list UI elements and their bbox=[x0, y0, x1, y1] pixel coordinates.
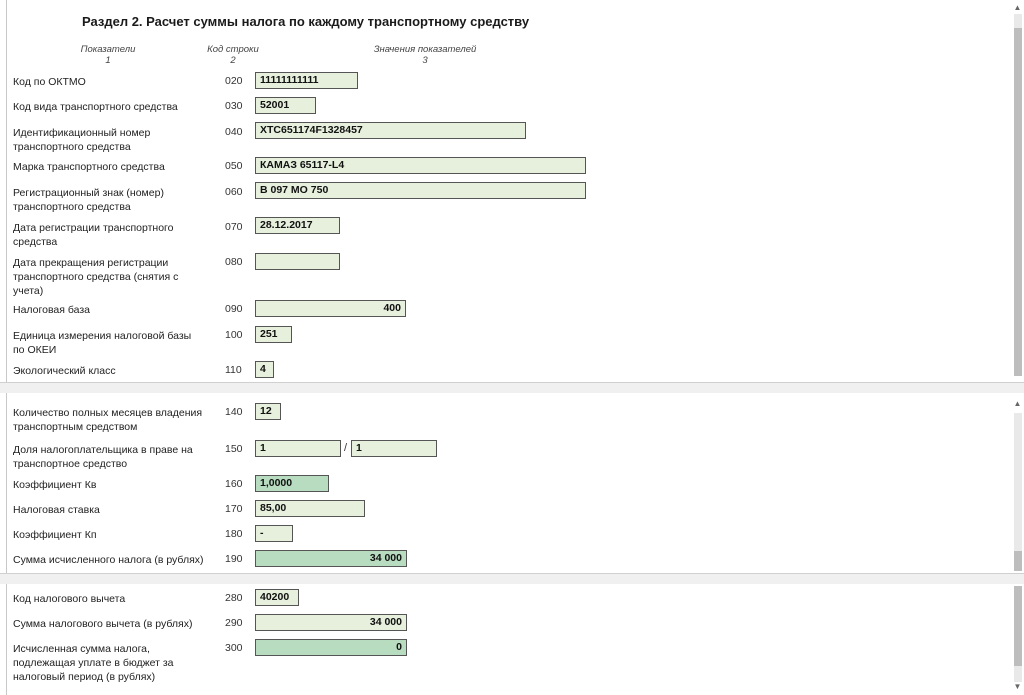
eco-class-field[interactable]: 4 bbox=[255, 361, 274, 378]
coefficient-kv-field[interactable]: 1,0000 bbox=[255, 475, 329, 492]
form-panel-2: Количество полных месяцев владения транс… bbox=[0, 393, 1024, 573]
ownership-share-denominator-field[interactable]: 1 bbox=[351, 440, 437, 457]
label-tax-base: Налоговая база bbox=[13, 304, 90, 316]
label-tax-base-unit: Единица измерения налоговой базы по ОКЕИ bbox=[13, 330, 192, 356]
vin-field[interactable]: XTC651174F1328457 bbox=[255, 122, 526, 139]
code-100: 100 bbox=[225, 329, 243, 341]
scrollbar-2[interactable] bbox=[1014, 413, 1022, 571]
label-tax-rate: Налоговая ставка bbox=[13, 504, 100, 516]
label-ownership-share: Доля налогоплательщика в праве на трансп… bbox=[13, 444, 193, 470]
label-months-owned: Количество полных месяцев владения транс… bbox=[13, 407, 203, 433]
coefficient-kp-field[interactable]: - bbox=[255, 525, 293, 542]
months-owned-field[interactable]: 12 bbox=[255, 403, 281, 420]
col-header-values: Значения показателей 3 bbox=[373, 44, 477, 66]
share-separator: / bbox=[344, 442, 348, 454]
code-160: 160 bbox=[225, 478, 243, 490]
code-070: 070 bbox=[225, 221, 243, 233]
code-040: 040 bbox=[225, 126, 243, 138]
scrollbar-1-thumb[interactable] bbox=[1014, 28, 1022, 376]
tax-payable-field[interactable]: 0 bbox=[255, 639, 407, 656]
code-150: 150 bbox=[225, 443, 243, 455]
label-deduction-code: Код налогового вычета bbox=[13, 593, 126, 605]
scrollbar-1[interactable] bbox=[1014, 14, 1022, 376]
ownership-share-numerator-field[interactable]: 1 bbox=[255, 440, 341, 457]
calculated-tax-field[interactable]: 34 000 bbox=[255, 550, 407, 567]
deduction-code-field[interactable]: 40200 bbox=[255, 589, 299, 606]
code-140: 140 bbox=[225, 406, 243, 418]
deduction-amount-field[interactable]: 34 000 bbox=[255, 614, 407, 631]
code-170: 170 bbox=[225, 503, 243, 515]
label-coefficient-kp: Коэффициент Кп bbox=[13, 529, 97, 541]
scrollbar-3-thumb[interactable] bbox=[1014, 586, 1022, 666]
scroll-up-arrow-icon[interactable]: ▲ bbox=[1013, 399, 1022, 408]
panel-border bbox=[6, 584, 7, 695]
code-300: 300 bbox=[225, 642, 243, 654]
code-280: 280 bbox=[225, 592, 243, 604]
code-060: 060 bbox=[225, 186, 243, 198]
vehicle-brand-field[interactable]: КАМАЗ 65117-L4 bbox=[255, 157, 586, 174]
col-header-line-code: Код строки 2 bbox=[207, 44, 259, 66]
label-vin: Идентификационный номер транспортного ср… bbox=[13, 127, 151, 153]
label-vehicle-type-code: Код вида транспортного средства bbox=[13, 101, 178, 113]
code-050: 050 bbox=[225, 160, 243, 172]
label-registration-plate: Регистрационный знак (номер) транспортно… bbox=[13, 187, 164, 213]
code-080: 080 bbox=[225, 256, 243, 268]
label-coefficient-kv: Коэффициент Кв bbox=[13, 479, 97, 491]
col-header-indicators: Показатели 1 bbox=[80, 44, 136, 66]
code-190: 190 bbox=[225, 553, 243, 565]
code-030: 030 bbox=[225, 100, 243, 112]
panel-border bbox=[6, 0, 7, 382]
label-calculated-tax: Сумма исчисленного налога (в рублях) bbox=[13, 554, 204, 566]
tax-rate-field[interactable]: 85,00 bbox=[255, 500, 365, 517]
tax-base-field[interactable]: 400 bbox=[255, 300, 406, 317]
form-panel-1: Раздел 2. Расчет суммы налога по каждому… bbox=[6, 0, 1022, 382]
vehicle-type-code-field[interactable]: 52001 bbox=[255, 97, 316, 114]
section-title: Раздел 2. Расчет суммы налога по каждому… bbox=[82, 14, 530, 29]
registration-plate-field[interactable]: В 097 МО 750 bbox=[255, 182, 586, 199]
registration-date-field[interactable]: 28.12.2017 bbox=[255, 217, 340, 234]
label-registration-date: Дата регистрации транспортного средства bbox=[13, 222, 174, 248]
label-tax-payable: Исчисленная сумма налога, подлежащая упл… bbox=[13, 643, 174, 683]
label-eco-class: Экологический класс bbox=[13, 365, 116, 377]
scrollbar-3[interactable] bbox=[1014, 586, 1022, 682]
panel-border bbox=[6, 393, 7, 573]
code-090: 090 bbox=[225, 303, 243, 315]
code-020: 020 bbox=[225, 75, 243, 87]
code-290: 290 bbox=[225, 617, 243, 629]
code-110: 110 bbox=[225, 364, 242, 376]
deregistration-date-field[interactable] bbox=[255, 253, 340, 270]
oktmo-field[interactable]: 11111111111 bbox=[255, 72, 358, 89]
code-180: 180 bbox=[225, 528, 243, 540]
label-oktmo: Код по ОКТМО bbox=[13, 76, 86, 88]
tax-base-unit-field[interactable]: 251 bbox=[255, 326, 292, 343]
scrollbar-2-thumb[interactable] bbox=[1014, 551, 1022, 571]
form-panel-3: Код налогового вычета 280 40200 Сумма на… bbox=[0, 584, 1024, 695]
scroll-down-arrow-icon[interactable]: ▼ bbox=[1013, 682, 1022, 691]
label-deregistration-date: Дата прекращения регистрации транспортно… bbox=[13, 257, 179, 297]
label-vehicle-brand: Марка транспортного средства bbox=[13, 161, 165, 173]
label-deduction-amount: Сумма налогового вычета (в рублях) bbox=[13, 618, 193, 630]
scroll-up-arrow-icon[interactable]: ▲ bbox=[1013, 3, 1022, 12]
